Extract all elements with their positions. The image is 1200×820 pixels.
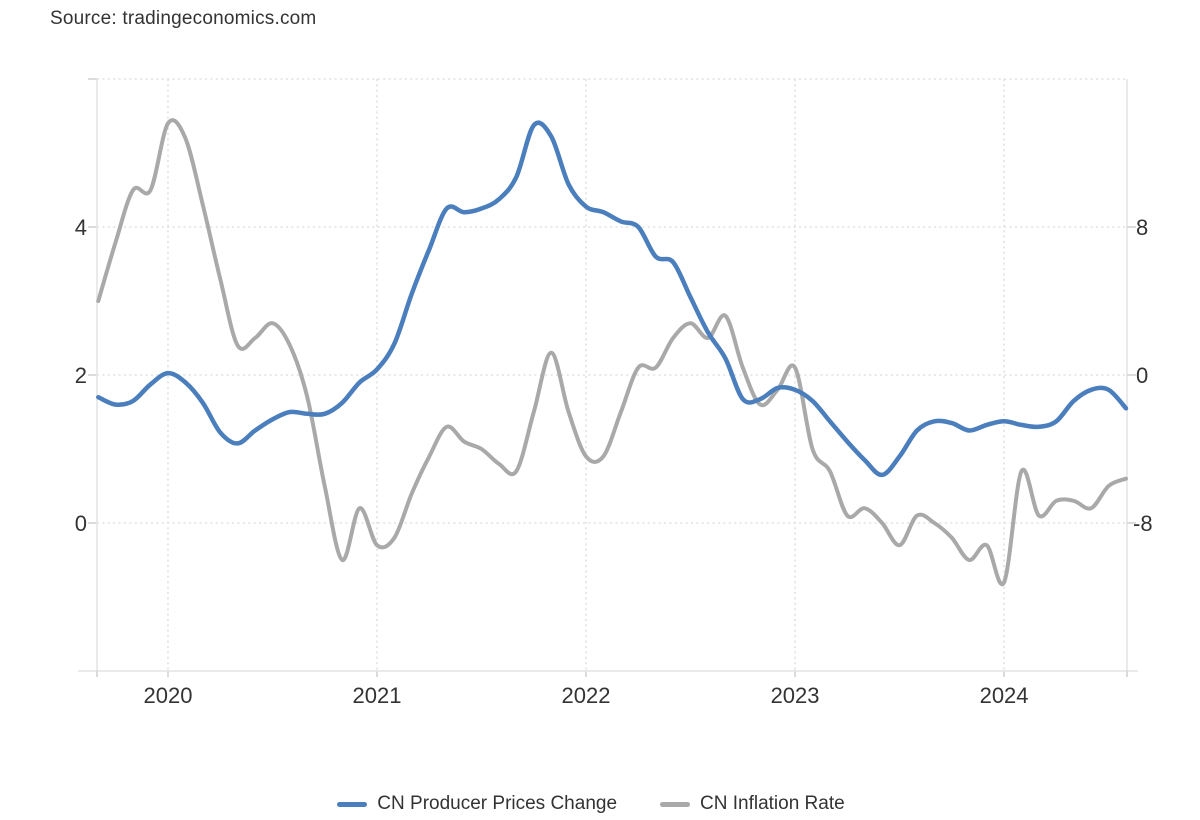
chart-plot[interactable]: 2020 2021 2022 2023 2024 0 2 4 -8 0 8	[0, 0, 1200, 760]
left-axis-label: 0	[75, 511, 87, 536]
left-axis-label: 4	[75, 215, 87, 240]
legend-swatch-producer-prices	[337, 801, 368, 807]
x-axis-label: 2021	[353, 683, 402, 708]
legend-item-producer-prices[interactable]: CN Producer Prices Change	[337, 793, 617, 815]
x-axis-label: 2023	[771, 683, 820, 708]
right-axis-label: 0	[1136, 363, 1148, 388]
x-axis-label: 2022	[562, 683, 611, 708]
legend-swatch-inflation-rate	[660, 801, 691, 807]
right-axis-label: -8	[1133, 511, 1153, 536]
legend-item-inflation-rate[interactable]: CN Inflation Rate	[660, 793, 845, 815]
series-line-cn-producer-prices-change[interactable]	[96, 120, 1129, 478]
source-attribution: Source: tradingeconomics.com	[50, 8, 317, 29]
right-axis-label: 8	[1136, 215, 1148, 240]
x-axis-label: 2020	[143, 683, 192, 708]
legend: CN Producer Prices Change CN Inflation R…	[0, 793, 1191, 815]
series-line-cn-inflation-rate[interactable]	[96, 118, 1128, 587]
legend-label-inflation-rate: CN Inflation Rate	[700, 793, 845, 814]
left-axis-label: 2	[75, 363, 87, 388]
legend-label-producer-prices: CN Producer Prices Change	[377, 793, 618, 814]
x-axis-label: 2024	[980, 683, 1029, 708]
